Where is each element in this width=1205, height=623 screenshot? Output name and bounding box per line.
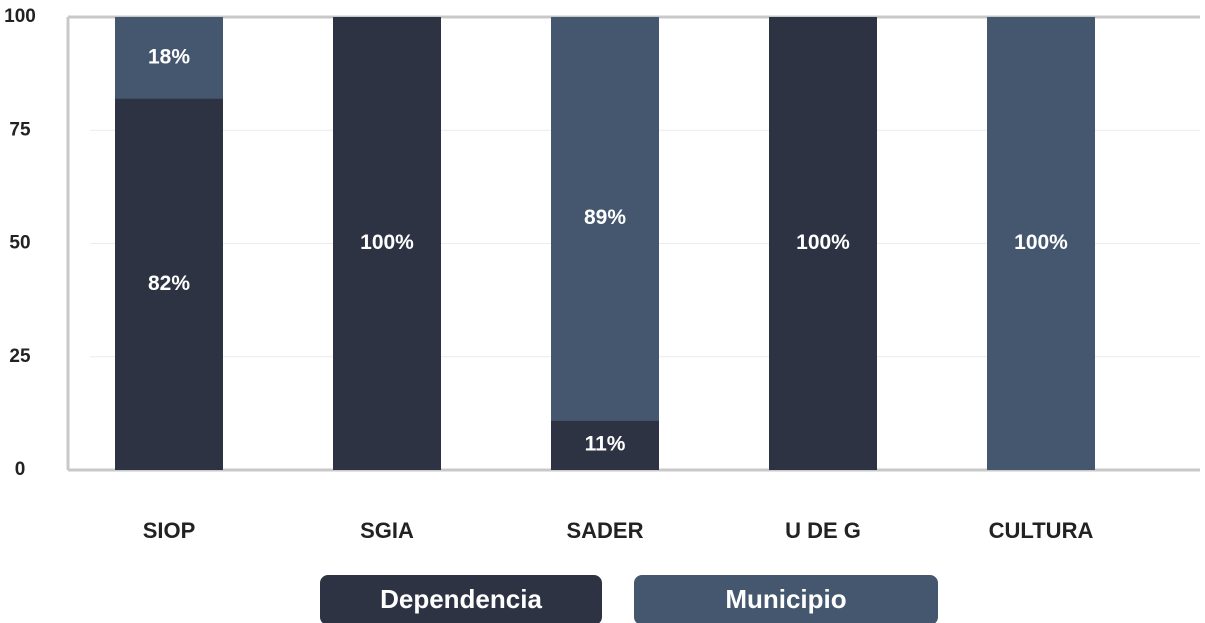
x-tick-label: SIOP — [143, 518, 196, 543]
bar-segment — [551, 17, 659, 421]
bar-segment — [987, 17, 1095, 470]
x-tick-label: CULTURA — [989, 518, 1094, 543]
legend-label: Dependencia — [380, 584, 542, 614]
x-tick-label: SADER — [566, 518, 643, 543]
data-label: 100% — [796, 231, 850, 254]
bar-segment — [769, 17, 877, 470]
y-tick-label: 0 — [15, 459, 26, 480]
x-tick-label: U DE G — [785, 518, 861, 543]
data-label: 89% — [584, 206, 626, 229]
bar-segment — [115, 98, 223, 470]
legend-label: Municipio — [725, 584, 846, 614]
bar-segment — [115, 17, 223, 99]
y-tick-label: 50 — [9, 233, 30, 254]
legend-swatch — [320, 575, 602, 623]
y-tick-label: 100 — [4, 6, 36, 27]
y-tick-label: 75 — [9, 119, 31, 140]
y-tick-label: 25 — [9, 346, 31, 367]
x-tick-label: SGIA — [360, 518, 414, 543]
data-label: 11% — [585, 433, 626, 456]
data-label: 100% — [1014, 231, 1068, 254]
legend-swatch — [634, 575, 938, 623]
data-label: 18% — [148, 45, 190, 68]
bar-segment — [551, 420, 659, 470]
data-label: 100% — [360, 231, 414, 254]
data-label: 82% — [148, 272, 190, 295]
bar-segment — [333, 17, 441, 470]
